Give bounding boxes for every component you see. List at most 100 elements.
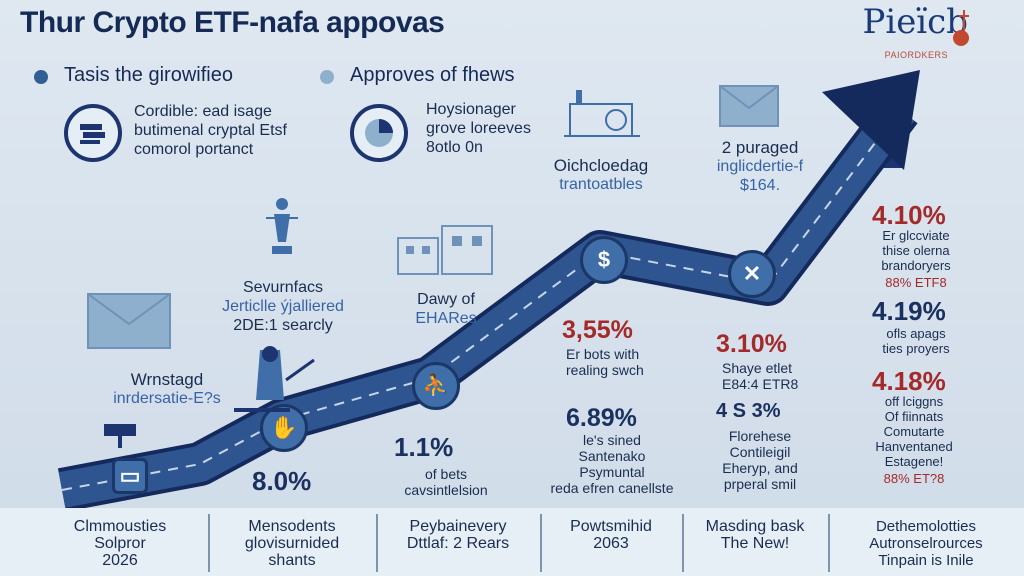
stat-4-18-text: off lciggns Of fiinnats Comutarte Hanven… (848, 394, 980, 488)
text-line: Cordible: ead isage (134, 103, 272, 120)
envelope-icon (719, 85, 779, 127)
text-line: thise olerna (882, 243, 950, 258)
stat-3-10-text: Shaye etlet E84:4 ETR8 (722, 360, 798, 392)
text-line: 88% ETF8 (885, 275, 947, 290)
text-line: brandoryers (881, 258, 951, 273)
stat-4-19-percent: 4.19% (872, 296, 946, 326)
text-line: Er glccviate (882, 228, 950, 243)
footer-item: Dethemolotties Autronselrources Tinpain … (832, 518, 1020, 569)
label-line: inrdersatie-E?s (113, 390, 221, 407)
text-line: 88% ET?8 (883, 471, 945, 486)
logo-mark-icon (953, 10, 969, 46)
footer-line: Dttlaf: 2 Rears (406, 535, 510, 552)
text-line: off lciggns (884, 394, 944, 409)
stat-4-s-percent: 4 S 3% (716, 400, 781, 422)
text-line: Eheryp, and (722, 460, 798, 476)
text-line: cavsintlelsion (404, 482, 488, 498)
stat-6-89-percent: 6.89% (566, 404, 637, 432)
logo: Pieïcb (862, 2, 968, 42)
text-line: reda efren canellste (550, 480, 674, 496)
label-line: Wrnstagd (130, 370, 204, 389)
text-line: realing swch (566, 362, 644, 378)
stat-1-1-text: of bets cavsintlelsion (376, 466, 516, 498)
footer-line: Peybainevery (409, 518, 507, 535)
label-wrnstagd: Wrnstagd inrdersatie-E?s (82, 370, 252, 408)
stat-8-percent: 8.0% (252, 466, 312, 496)
label-oichcloedag: Oichcloedag trantoatbles (526, 156, 676, 194)
label-line: Sevurnfacs (242, 279, 324, 296)
section-bullet (320, 70, 334, 84)
dollar-icon: $ (580, 236, 628, 284)
stat-3-55-text: Er bots with realing swch (566, 346, 644, 378)
footer-line: glovisurnided (244, 535, 340, 552)
text-line: Shaye etlet (722, 360, 793, 376)
footer-line: Powtsmihid (570, 518, 652, 535)
envelope-icon (87, 293, 171, 349)
stat-6-89-text: le's sined Santenako Psymuntal reda efre… (522, 432, 702, 496)
label-line: EHARes (415, 310, 477, 327)
label-line: inglicdertie-f (716, 158, 804, 175)
footer-divider (540, 514, 542, 572)
factory-icon (564, 90, 640, 137)
section-text-growth: Cordible: ead isage butimenal cryptal Et… (134, 102, 287, 159)
text-line: of bets (424, 466, 468, 482)
text-line: E84:4 ETR8 (722, 376, 799, 392)
stat-3-10-percent: 3.10% (716, 330, 787, 358)
footer-line: 2026 (102, 552, 138, 569)
footer-line: Mensodents (248, 518, 336, 535)
footer-line: Masding bask (705, 518, 805, 535)
label-dawy: Dawy of EHARes (396, 290, 496, 328)
x-icon: ✕ (728, 250, 776, 298)
text-line: Contileigil (729, 444, 791, 460)
footer-band (0, 508, 1024, 576)
footer-line: shants (268, 552, 316, 569)
text-line: ties proyers (882, 341, 950, 356)
stat-4-s-text: Florehese Contileigil Eheryp, and prpera… (690, 428, 830, 492)
stat-1-1-percent: 1.1% (394, 432, 454, 462)
label-line: Jerticlle ýjalliered (222, 298, 344, 315)
hammer-icon (104, 424, 136, 448)
text-line: Florehese (728, 428, 792, 444)
section-header-growth: Tasis the girowifieo (64, 64, 233, 86)
lighthouse-icon (234, 346, 315, 412)
text-line: prperal smil (723, 476, 797, 492)
logo-tagline: PAIORDKERS (884, 50, 948, 60)
label-line: trantoatbles (559, 176, 643, 193)
footer-line: The New! (720, 535, 790, 552)
person-node-icon: ⛹ (412, 362, 460, 410)
text-line: comorol portanct (134, 141, 254, 158)
footer-line: Tinpain is Inile (878, 552, 974, 569)
text-line: Er bots with (566, 346, 640, 362)
text-line: Santenako (578, 448, 646, 464)
footer-item: Clmmousties Solpror 2026 (40, 518, 200, 569)
text-line: grove loreeves (426, 120, 531, 137)
footer-item: Peybainevery Dttlaf: 2 Rears (380, 518, 536, 552)
footer-divider (682, 514, 684, 572)
text-line: Of fiinnats (884, 409, 944, 424)
label-line: Dawy of (417, 291, 475, 308)
page-title: Thur Crypto ETF-nafa appovas (20, 6, 445, 39)
hand-coins-icon (64, 104, 122, 162)
section-header-approves: Approves of fhews (350, 64, 515, 86)
section-bullet (34, 70, 48, 84)
arrow-head-icon (822, 70, 920, 170)
building-icon (397, 225, 493, 275)
label-purgaged: 2 puraged inglicdertie-f $164. (680, 138, 840, 195)
text-line: butimenal cryptal Etsf (134, 122, 287, 139)
footer-divider (828, 514, 830, 572)
footer-line: Dethemolotties (875, 518, 977, 535)
footer-line: Autronselrources (869, 535, 983, 552)
stat-4-10-percent: 4.10% (872, 200, 946, 230)
footer-item: Masding bask The New! (686, 518, 824, 552)
label-line: $164. (739, 177, 781, 194)
text-line: Psymuntal (579, 464, 645, 480)
box-node-icon: ▭ (112, 458, 148, 494)
footer-line: Solpror (94, 535, 146, 552)
footer-item: Mensodents glovisurnided shants (212, 518, 372, 569)
section-text-approves: Hoysionager grove loreeves 8otlo 0n (426, 100, 531, 157)
lady-justice-icon (266, 198, 298, 254)
text-line: Hanventaned (875, 439, 953, 454)
footer-divider (376, 514, 378, 572)
pie-chart-icon (350, 104, 408, 162)
